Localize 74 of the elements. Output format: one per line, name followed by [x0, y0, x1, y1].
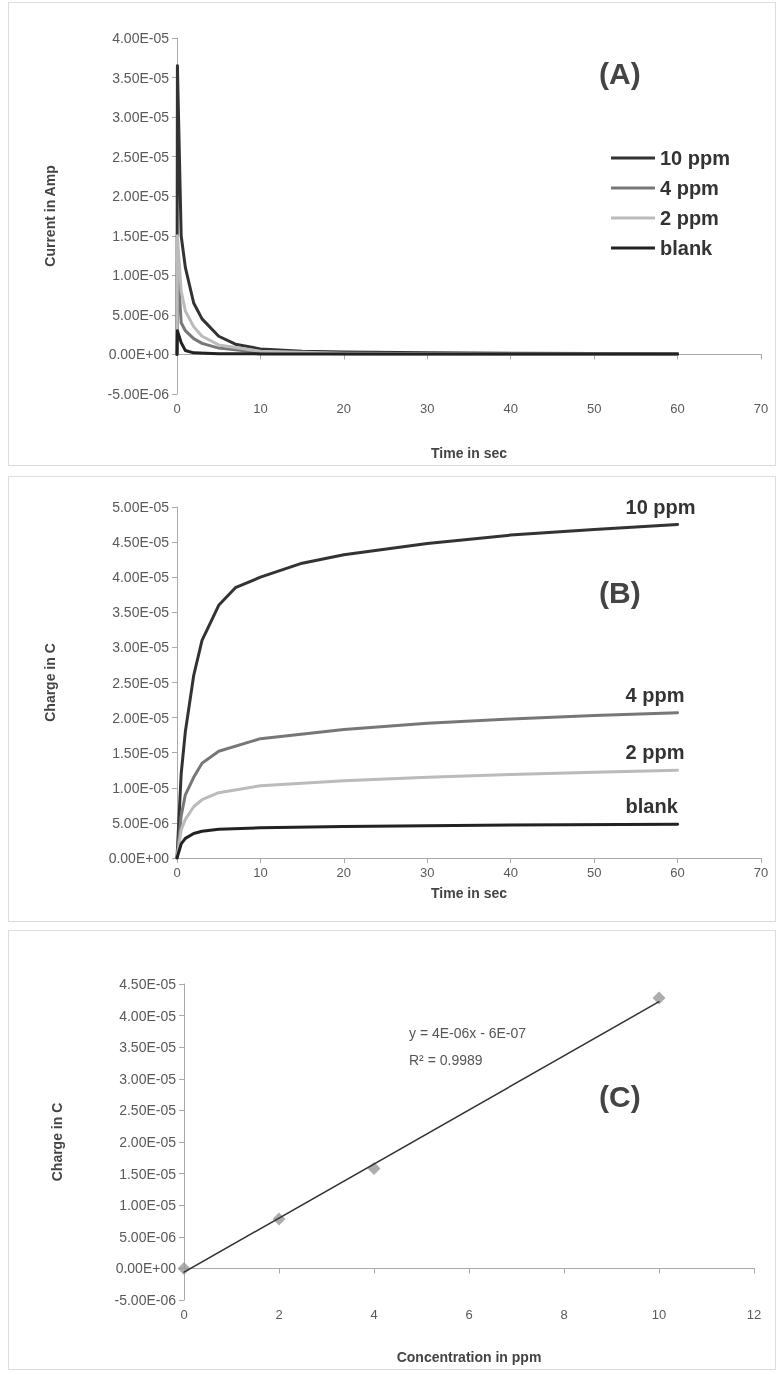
annotation: (C) [598, 1079, 641, 1113]
x-tick-label: 20 [336, 401, 352, 416]
y-tick-label: 3.50E-05 [119, 1039, 177, 1056]
x-tick-label: 12 [746, 1307, 762, 1322]
y-tick-label: 1.50E-05 [112, 227, 170, 244]
y-tick-label: 2.50E-05 [112, 148, 170, 165]
x-tick-label: 60 [670, 401, 685, 416]
y-tick-label: 2.00E-05 [119, 1134, 177, 1150]
y-tick-label: 4.00E-05 [119, 1007, 177, 1024]
y-tick-label: 1.00E-05 [119, 1197, 177, 1214]
y-tick-label: 4.50E-05 [112, 534, 170, 551]
y-tick-label: 4.00E-05 [112, 30, 170, 46]
legend-label: 2 ppm [659, 207, 719, 229]
x-tick-label: 4 [370, 1307, 378, 1322]
y-tick-label: 2.00E-05 [112, 709, 170, 726]
x-tick-label: 30 [420, 401, 435, 416]
x-tick-label: 10 [651, 1307, 667, 1322]
y-tick-label: 5.00E-05 [112, 499, 170, 515]
y-tick-label: -5.00E-06 [107, 386, 170, 402]
x-axis-title: Time in sec [430, 445, 508, 461]
legend-label: 4 ppm [659, 177, 719, 199]
y-tick-label: -5.00E-06 [114, 1292, 177, 1308]
y-tick-label: 2.50E-05 [119, 1102, 177, 1119]
x-tick-label: 0 [180, 1307, 188, 1322]
annotation: (A) [598, 56, 641, 90]
y-tick-label: 5.00E-06 [112, 306, 170, 323]
x-tick-label: 0 [173, 401, 181, 416]
x-tick-label: 60 [670, 865, 685, 880]
x-tick-label: 50 [586, 401, 602, 416]
series-label: blank [625, 795, 679, 818]
x-axis-title: Time in sec [430, 885, 508, 901]
y-tick-label: 4.50E-05 [119, 976, 177, 992]
y-axis-title: Charge in C [42, 643, 58, 722]
y-tick-label: 0.00E+00 [108, 346, 170, 363]
y-tick-label: 3.00E-05 [112, 639, 170, 656]
x-tick-label: 20 [336, 865, 352, 880]
y-tick-label: 1.00E-05 [112, 267, 170, 284]
x-tick-label: 70 [753, 401, 769, 416]
x-tick-label: 8 [560, 1307, 568, 1322]
y-tick-label: 3.00E-05 [112, 109, 170, 126]
x-tick-label: 30 [420, 865, 435, 880]
y-tick-label: 1.50E-05 [119, 1165, 177, 1182]
y-tick-label: 2.50E-05 [112, 674, 170, 691]
series-label: 4 ppm [625, 683, 685, 706]
y-tick-label: 1.50E-05 [112, 744, 170, 761]
legend-label: 10 ppm [659, 147, 731, 169]
y-tick-label: 5.00E-06 [112, 814, 170, 831]
y-tick-label: 4.00E-05 [112, 569, 170, 586]
legend-label: blank [659, 237, 714, 259]
annotation: y = 4E-06x - 6E-07 [408, 1025, 527, 1041]
series-label: 10 ppm [625, 495, 696, 518]
annotation: (B) [598, 575, 641, 609]
x-tick-label: 50 [586, 865, 602, 880]
y-tick-label: 3.50E-05 [112, 604, 170, 621]
y-tick-label: 0.00E+00 [108, 850, 170, 866]
y-tick-label: 0.00E+00 [115, 1260, 177, 1277]
x-tick-label: 40 [503, 401, 518, 416]
x-tick-label: 10 [253, 865, 268, 880]
y-tick-label: 2.00E-05 [112, 188, 170, 205]
y-tick-label: 3.00E-05 [119, 1070, 177, 1087]
x-tick-label: 2 [275, 1307, 283, 1322]
x-tick-label: 70 [753, 865, 769, 880]
x-tick-label: 40 [503, 865, 518, 880]
x-axis-title: Concentration in ppm [396, 1349, 542, 1365]
y-tick-label: 1.00E-05 [112, 779, 170, 796]
y-axis-title: Current in Amp [42, 165, 58, 267]
x-tick-label: 10 [253, 401, 268, 416]
annotation: R² = 0.9989 [408, 1052, 483, 1068]
y-tick-label: 3.50E-05 [112, 69, 170, 86]
y-axis-title: Charge in C [49, 1102, 65, 1182]
x-tick-label: 0 [173, 865, 181, 880]
series-label: 2 ppm [625, 741, 685, 764]
y-tick-label: 5.00E-06 [119, 1228, 177, 1245]
x-tick-label: 6 [465, 1307, 473, 1322]
